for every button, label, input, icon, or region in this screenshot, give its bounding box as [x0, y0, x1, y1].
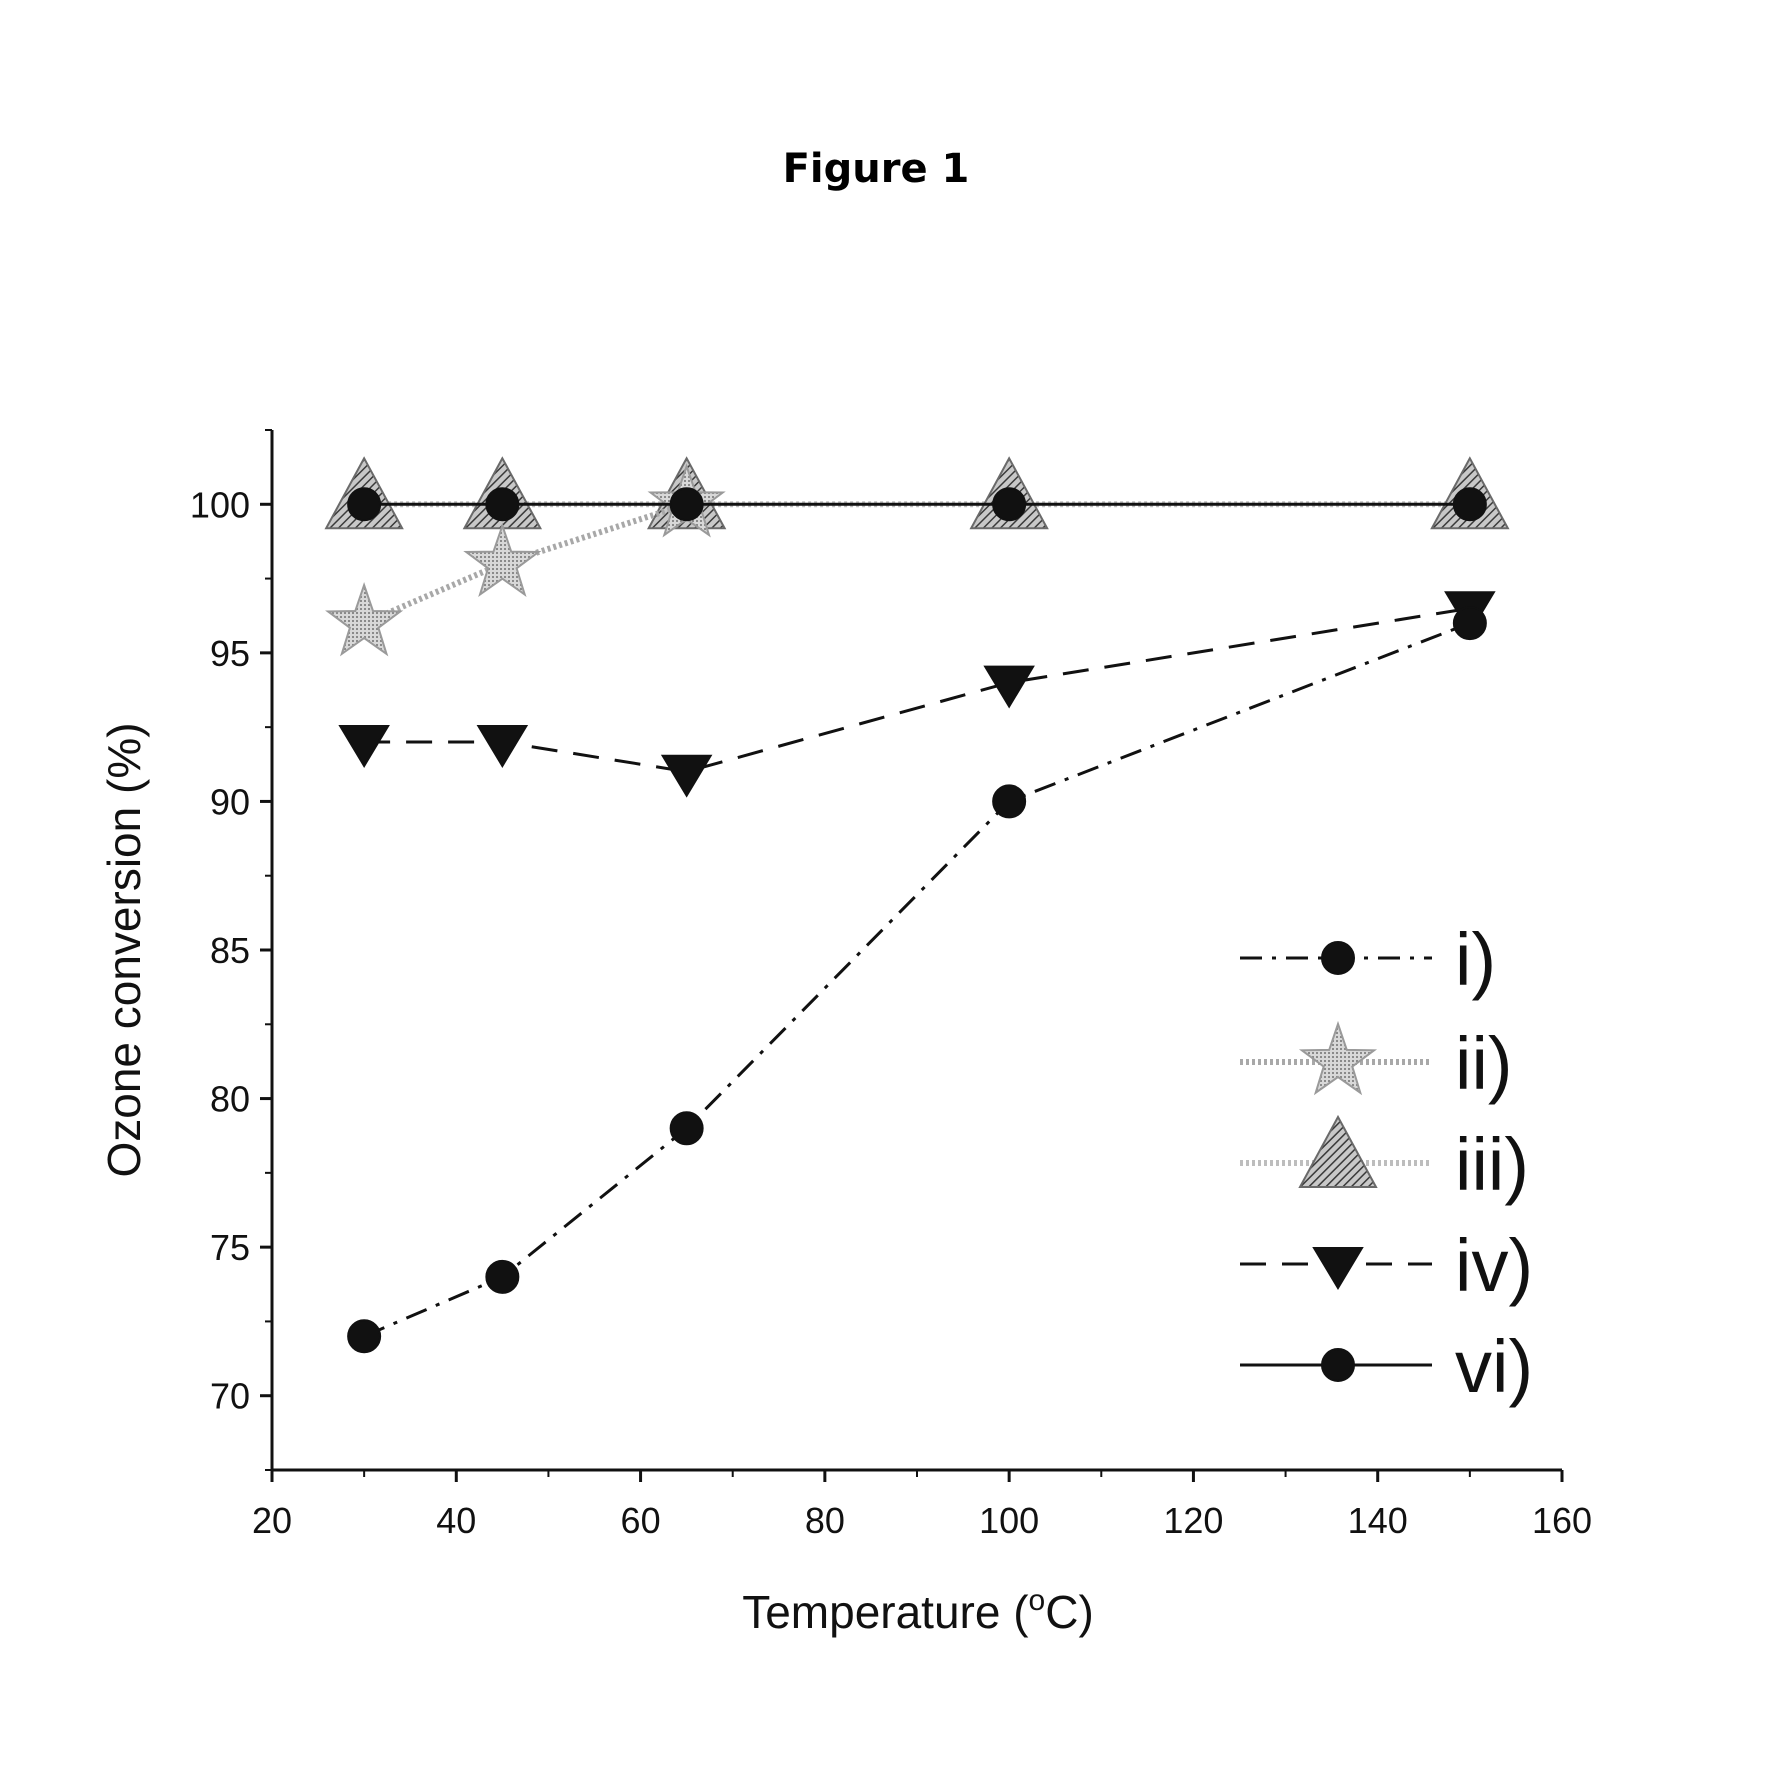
- legend-label: iii): [1455, 1123, 1529, 1206]
- data-point: [983, 665, 1035, 709]
- legend-entry-5: vi): [1240, 1325, 1533, 1408]
- data-point: [338, 725, 390, 768]
- data-point: [992, 487, 1027, 522]
- legend: i) ii) iii) iv) vi): [1240, 918, 1533, 1408]
- data-point: [660, 754, 713, 798]
- x-tick-label: 100: [979, 1500, 1039, 1541]
- series-layer: [324, 456, 1510, 1354]
- legend-label: iv): [1455, 1224, 1533, 1307]
- series-4: [338, 591, 1496, 798]
- series-2: [325, 463, 726, 657]
- plot-axes: 20 40 60 80 100 120 140 160 70 75 80 85 90 95 100: [190, 429, 1592, 1541]
- data-point: [347, 1319, 382, 1354]
- y-tick-label: 70: [210, 1376, 250, 1417]
- legend-entry-3: iii): [1240, 1114, 1529, 1206]
- x-tick-label: 20: [252, 1500, 292, 1541]
- series-line: [363, 621, 1471, 1338]
- y-tick-label: 85: [210, 930, 250, 971]
- series-5: [347, 487, 1487, 522]
- x-tick-label: 160: [1532, 1500, 1592, 1541]
- data-point: [325, 582, 404, 657]
- legend-label: ii): [1455, 1022, 1513, 1105]
- legend-marker: [1321, 1348, 1355, 1382]
- figure-title: Figure 1: [783, 146, 970, 192]
- legend-marker: [1321, 941, 1355, 975]
- legend-marker: [1298, 1020, 1378, 1096]
- data-point: [463, 522, 542, 598]
- legend-marker: [1298, 1114, 1378, 1188]
- x-tick-label: 40: [436, 1500, 476, 1541]
- legend-label: i): [1455, 918, 1496, 1001]
- x-tick-label: 80: [805, 1500, 845, 1541]
- y-axis-title: Ozone conversion (%): [98, 722, 150, 1177]
- series-1: [347, 606, 1487, 1354]
- data-point: [347, 487, 382, 522]
- data-point: [669, 1111, 704, 1146]
- legend-entry-1: i): [1240, 918, 1496, 1001]
- legend-entry-4: iv): [1240, 1224, 1533, 1307]
- data-point: [1452, 606, 1487, 641]
- x-tick-label: 120: [1163, 1500, 1223, 1541]
- legend-label: vi): [1455, 1325, 1533, 1408]
- data-point: [669, 487, 704, 522]
- x-tick-label: 60: [621, 1500, 661, 1541]
- x-axis-title: Temperature (oC): [742, 1584, 1094, 1638]
- legend-marker: [1312, 1247, 1364, 1290]
- data-point: [992, 784, 1027, 819]
- x-tick-label: 140: [1348, 1500, 1408, 1541]
- data-point: [476, 725, 529, 768]
- data-point: [485, 487, 520, 522]
- y-tick-label: 75: [210, 1227, 250, 1268]
- y-tick-label: 100: [190, 484, 250, 525]
- y-tick-label: 80: [210, 1079, 250, 1120]
- legend-entry-2: ii): [1240, 1020, 1513, 1105]
- data-point: [1452, 487, 1487, 522]
- y-tick-label: 95: [210, 633, 250, 674]
- series-line: [364, 606, 1471, 774]
- data-point: [485, 1259, 520, 1294]
- y-tick-label: 90: [210, 781, 250, 822]
